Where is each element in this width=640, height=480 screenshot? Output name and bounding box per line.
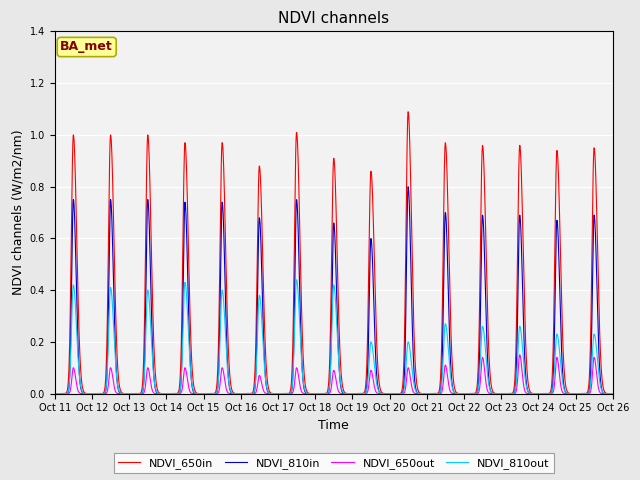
Text: BA_met: BA_met — [60, 40, 113, 53]
NDVI_650out — [516, 352, 524, 358]
NDVI_810in — [115, 387, 122, 393]
NDVI_810out — [115, 386, 122, 392]
Line: NDVI_650in: NDVI_650in — [55, 112, 612, 394]
NDVI_650in — [289, 337, 297, 343]
NDVI_810out — [265, 389, 273, 395]
NDVI_810in — [51, 391, 59, 396]
NDVI_810in — [148, 312, 156, 318]
NDVI_810in — [598, 387, 605, 393]
NDVI_810in — [538, 391, 546, 396]
NDVI_810in — [265, 390, 273, 396]
Y-axis label: NDVI channels (W/m2/nm): NDVI channels (W/m2/nm) — [11, 130, 24, 295]
NDVI_650out — [51, 391, 59, 396]
Line: NDVI_810out: NDVI_810out — [55, 280, 612, 394]
NDVI_810out — [51, 391, 59, 396]
NDVI_650in — [115, 374, 122, 380]
NDVI_650out — [538, 391, 546, 396]
NDVI_810out — [148, 339, 156, 345]
NDVI_650out — [148, 384, 156, 390]
NDVI_810in — [609, 391, 616, 396]
X-axis label: Time: Time — [318, 419, 349, 432]
NDVI_810out — [538, 391, 546, 396]
NDVI_650in — [538, 391, 546, 396]
NDVI_650out — [289, 389, 297, 395]
Legend: NDVI_650in, NDVI_810in, NDVI_650out, NDVI_810out: NDVI_650in, NDVI_810in, NDVI_650out, NDV… — [113, 454, 554, 473]
NDVI_650in — [51, 391, 59, 396]
NDVI_810out — [292, 277, 300, 283]
NDVI_650in — [265, 386, 273, 392]
NDVI_650out — [265, 391, 273, 396]
NDVI_650out — [609, 391, 616, 396]
NDVI_650in — [404, 109, 412, 115]
Line: NDVI_650out: NDVI_650out — [55, 355, 612, 394]
NDVI_810in — [289, 372, 297, 378]
Line: NDVI_810in: NDVI_810in — [55, 187, 612, 394]
NDVI_650in — [148, 252, 156, 258]
Title: NDVI channels: NDVI channels — [278, 11, 389, 26]
NDVI_650out — [115, 391, 122, 396]
NDVI_810out — [598, 388, 605, 394]
NDVI_810out — [609, 391, 616, 396]
NDVI_650in — [609, 391, 616, 396]
NDVI_650in — [598, 374, 605, 380]
NDVI_810out — [289, 374, 297, 380]
NDVI_810in — [404, 184, 412, 190]
NDVI_650out — [598, 391, 605, 396]
